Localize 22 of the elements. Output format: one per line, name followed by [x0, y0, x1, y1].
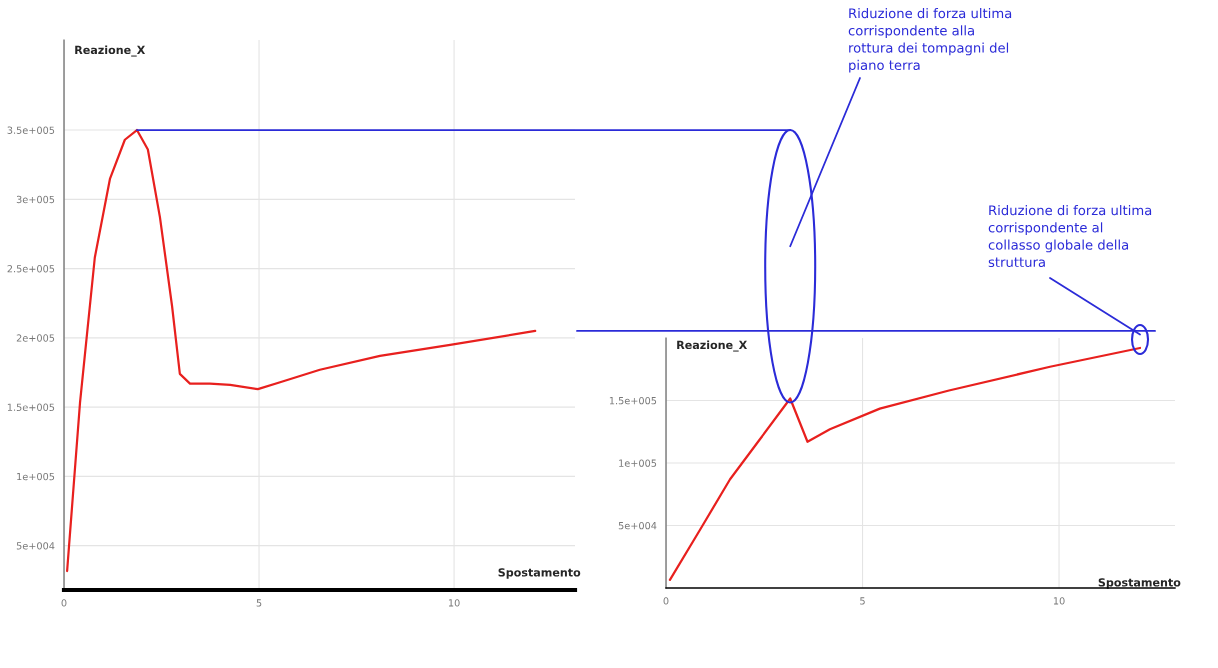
x-tick-label: 5	[860, 597, 865, 605]
y-tick-label: 3e+005	[16, 195, 55, 204]
y-tick-label: 3.5e+005	[7, 126, 55, 134]
x-axis-title: Spostamento	[498, 568, 581, 579]
y-tick-label: 1e+005	[619, 459, 657, 467]
x-axis-title: Spostamento	[1098, 578, 1181, 589]
text: Riduzione di forza ultima corrispondente al collasso globale della struttura	[988, 205, 1152, 268]
y-axis-title: Reazione_X	[677, 340, 748, 352]
y-axis-title: Reazione_X	[75, 45, 146, 57]
y-tick-label: 2.5e+005	[7, 265, 55, 273]
y-tick-label: 1.5e+005	[609, 396, 657, 405]
y-tick-label: 5e+004	[618, 521, 657, 530]
y-tick-label: 1.5e+005	[7, 403, 55, 411]
y-tick-label: 2e+005	[16, 334, 55, 342]
x-tick-label: 0	[663, 597, 669, 605]
y-tick-label: 1e+005	[17, 472, 55, 481]
x-tick-label: 0	[61, 599, 67, 607]
x-tick-label: 5	[256, 599, 262, 607]
y-tick-label: 5e+004	[16, 542, 55, 550]
x-tick-label: 10	[448, 599, 460, 607]
text: Riduzione di forza ultima corrispondente alla rottura dei tompagni del piano terra	[848, 8, 1012, 73]
x-tick-label: 10	[1053, 597, 1065, 605]
